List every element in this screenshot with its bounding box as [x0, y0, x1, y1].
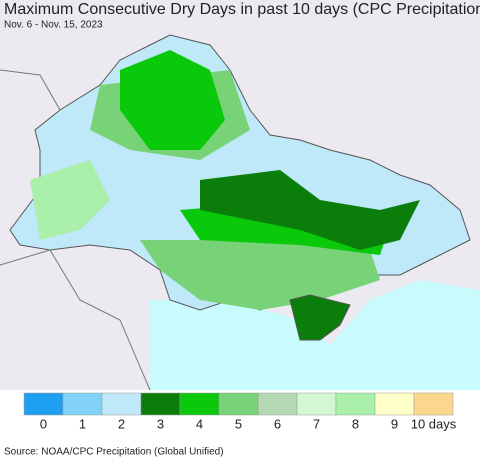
legend-swatch — [218, 392, 259, 416]
subtitle: Nov. 6 - Nov. 15, 2023 — [4, 20, 103, 31]
legend-label: 10 days — [411, 416, 457, 431]
crimea — [289, 294, 351, 341]
legend-label: 1 — [79, 416, 86, 431]
legend-swatch — [335, 392, 376, 416]
legend-swatch — [413, 392, 454, 416]
region — [200, 170, 420, 250]
legend-label: 7 — [313, 416, 320, 431]
legend-label: 0 — [40, 416, 47, 431]
legend-swatch — [140, 392, 181, 416]
legend-label: 5 — [235, 416, 242, 431]
legend-swatch — [374, 392, 415, 416]
legend-swatch — [62, 392, 103, 416]
legend-swatch — [23, 392, 64, 416]
region — [30, 160, 110, 240]
legend-label: 4 — [196, 416, 203, 431]
region — [140, 240, 380, 310]
legend-swatch — [257, 392, 298, 416]
legend-swatch — [296, 392, 337, 416]
legend-swatch — [101, 392, 142, 416]
title: Maximum Consecutive Dry Days in past 10 … — [4, 1, 480, 18]
source: Source: NOAA/CPC Precipitation (Global U… — [4, 447, 224, 458]
legend-label: 6 — [274, 416, 281, 431]
legend-label: 3 — [157, 416, 164, 431]
legend-swatch — [179, 392, 220, 416]
legend-label: 9 — [391, 416, 398, 431]
border — [0, 249, 151, 391]
region — [120, 50, 225, 150]
legend-label: 8 — [352, 416, 359, 431]
border — [0, 69, 61, 111]
legend-label: 2 — [118, 416, 125, 431]
